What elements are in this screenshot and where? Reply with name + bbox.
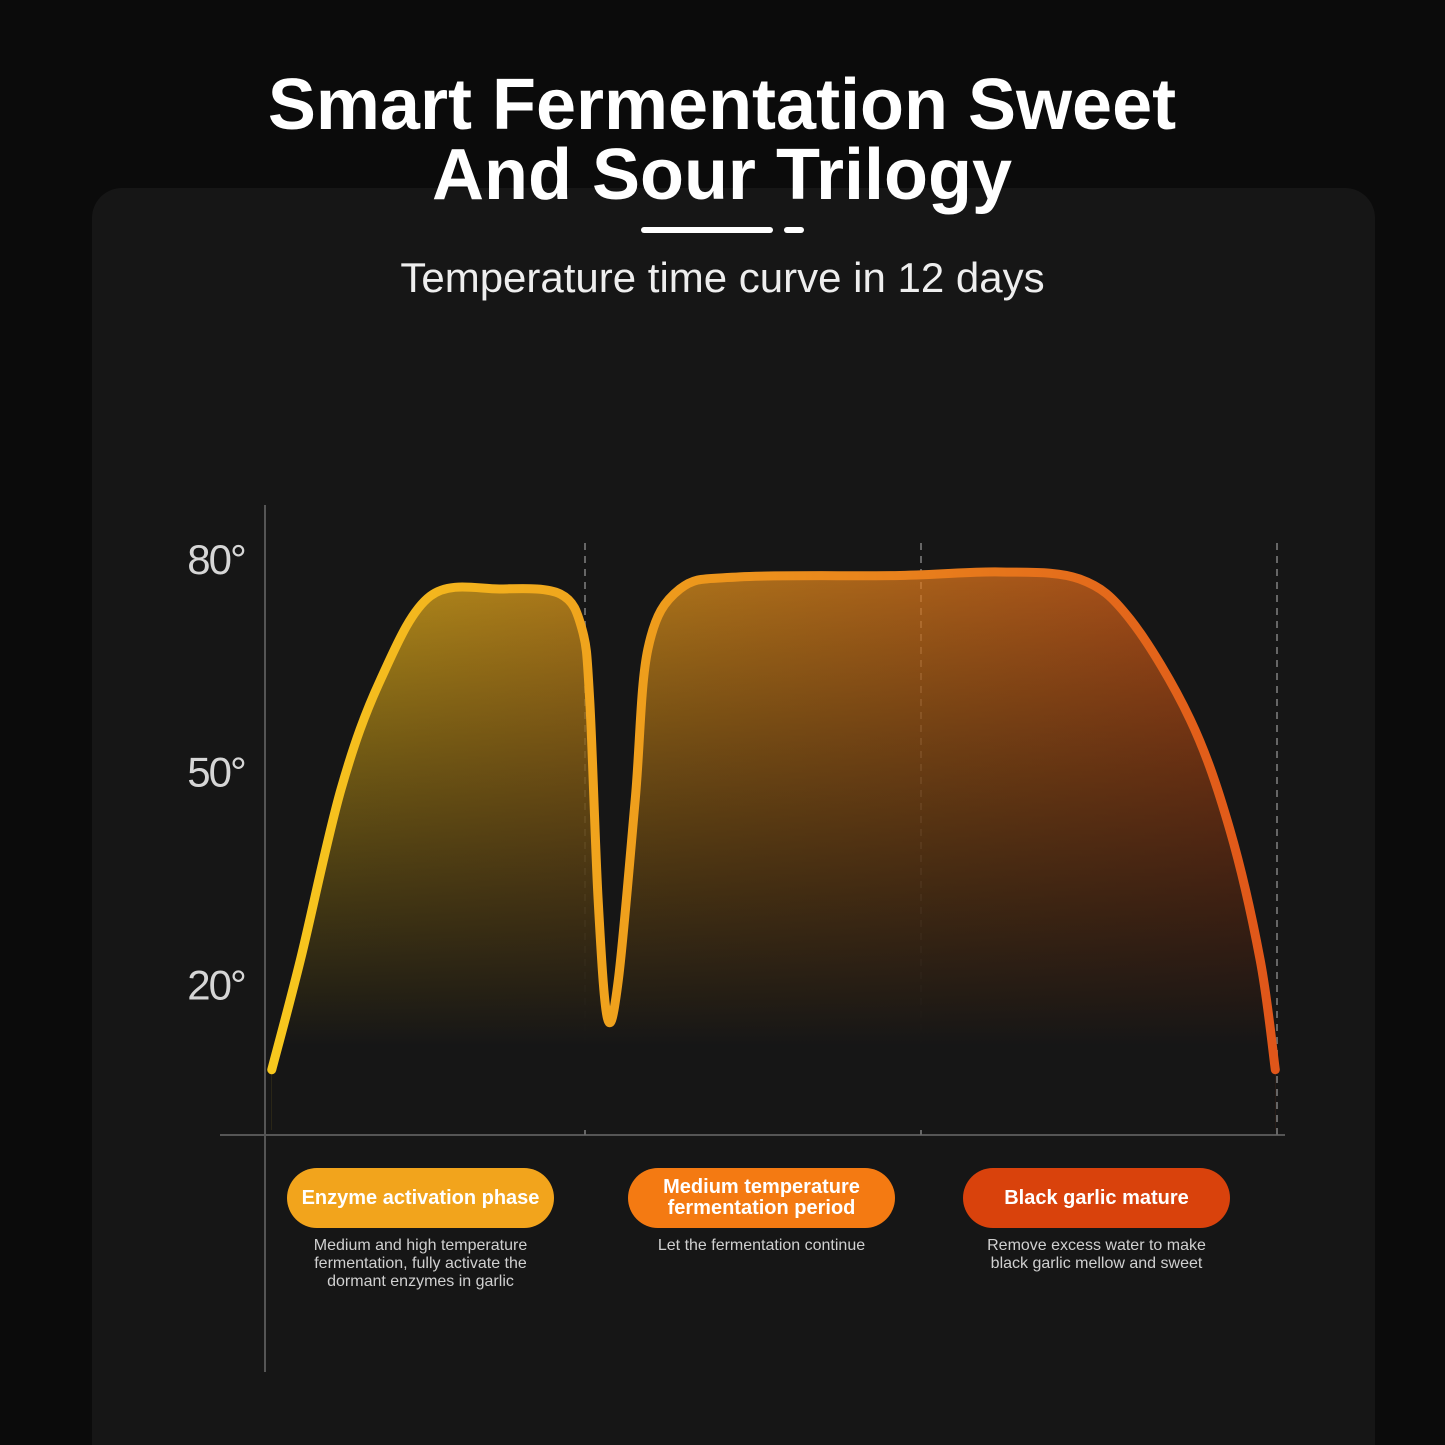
title: Smart Fermentation Sweet And Sour Trilog… [267, 65, 1177, 215]
phase-label: Medium temperature fermentation period [628, 1168, 895, 1228]
y-tick-label: 20° [187, 961, 245, 1008]
y-tick-label: 50° [187, 749, 245, 796]
phase-description: Remove excess water to make black garlic… [987, 1237, 1206, 1272]
phase-description: Let the fermentation continue [657, 1237, 866, 1254]
title-underline [641, 227, 773, 233]
phase-label: Black garlic mature [963, 1168, 1230, 1228]
line [267, 567, 1280, 1075]
title-underline [784, 227, 804, 233]
y-tick-label: 80° [187, 536, 245, 583]
phase-label: Enzyme activation phase [287, 1168, 554, 1228]
subtitle: Temperature time curve in 12 days [400, 254, 1045, 301]
phase-description: Medium and high temperature fermentation… [313, 1237, 528, 1290]
area-fade [271, 571, 1276, 1130]
